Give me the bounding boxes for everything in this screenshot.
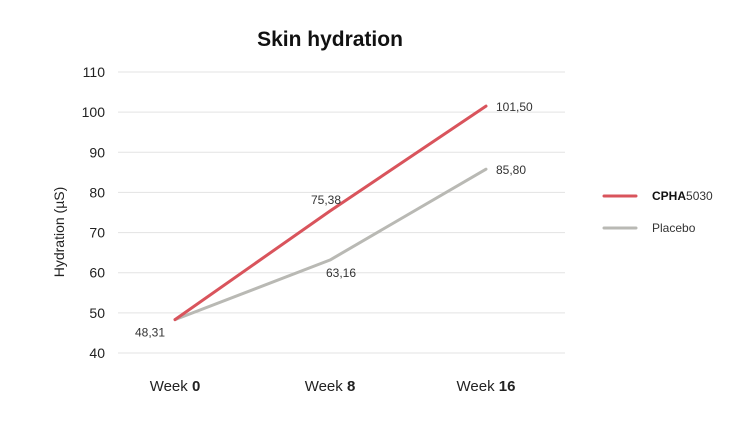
legend-label-cpha5030: CPHA5030: [652, 189, 713, 203]
y-tick-label-80: 80: [89, 184, 105, 200]
y-tick-label-40: 40: [89, 345, 105, 361]
series-line-cpha5030: [173, 104, 488, 322]
x-tick-label-0: Week 0: [150, 378, 201, 395]
series-line-placebo: [173, 167, 488, 322]
y-tick-label-90: 90: [89, 144, 105, 160]
y-tick-label-60: 60: [89, 265, 105, 281]
y-tick-labels: 40 50 60 70 80 90 100 110: [82, 64, 106, 361]
data-label: 85,80: [496, 163, 526, 177]
x-tick-labels: Week 0 Week 8 Week 16: [150, 378, 516, 395]
legend-label-bold: CPHA: [652, 189, 686, 203]
y-tick-label-100: 100: [82, 104, 106, 120]
legend-label-rest: Placebo: [652, 221, 696, 235]
y-axis-label: Hydration (µS): [51, 187, 67, 278]
x-tick-prefix: Week: [457, 378, 499, 395]
data-label: 101,50: [496, 100, 533, 114]
x-tick-number: 0: [192, 378, 200, 395]
x-tick-prefix: Week: [305, 378, 347, 395]
x-tick-label-8: Week 8: [305, 378, 356, 395]
x-tick-number: 16: [499, 378, 516, 395]
x-tick-label-16: Week 16: [457, 378, 516, 395]
data-label: 48,31: [135, 326, 165, 340]
legend-label-placebo: Placebo: [652, 221, 696, 235]
data-label: 75,38: [311, 193, 341, 207]
x-tick-prefix: Week: [150, 378, 192, 395]
y-tick-label-110: 110: [83, 64, 106, 80]
data-label: 63,16: [326, 266, 356, 280]
legend-label-rest: 5030: [686, 189, 713, 203]
chart-title: Skin hydration: [257, 28, 403, 51]
y-tick-label-50: 50: [89, 305, 105, 321]
x-tick-number: 8: [347, 378, 355, 395]
legend: CPHA5030 Placebo: [602, 189, 713, 235]
data-labels: 75,38 101,50 48,31 63,16 85,80: [135, 100, 533, 340]
series-lines: [173, 104, 488, 322]
y-tick-label-70: 70: [89, 225, 105, 241]
